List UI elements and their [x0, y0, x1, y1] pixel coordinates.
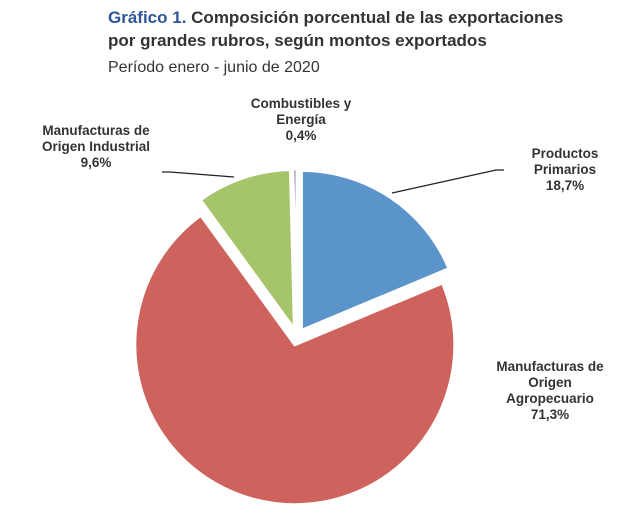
- pie-slice-manufacturas-de-origen-industrial: [198, 167, 296, 331]
- slice-name-label: Agropecuario: [506, 391, 594, 406]
- slice-name-label: Primarios: [534, 162, 596, 177]
- leader-line-productos-primarios: [391, 169, 504, 194]
- slice-value-label: 71,3%: [531, 407, 569, 422]
- chart-subtitle: Período enero - junio de 2020: [108, 59, 320, 76]
- slice-name-label: Combustibles y: [251, 96, 352, 111]
- chart-title-line-1: Composición porcentual de las exportacio…: [191, 8, 564, 27]
- pie-slice-productos-primarios: [299, 168, 451, 332]
- slice-value-label: 18,7%: [546, 178, 584, 193]
- slice-name-label: Manufacturas de: [42, 123, 150, 138]
- slice-name-label: Manufacturas de: [496, 359, 604, 374]
- chart-title: Gráfico 1. Composición porcentual de las…: [108, 6, 628, 29]
- leader-line-manufacturas-de-origen-industrial: [162, 171, 235, 178]
- pie-slice-combustibles-y-energia: [291, 167, 299, 331]
- slice-name-label: Productos: [532, 146, 599, 161]
- slice-name-label: Origen Industrial: [42, 139, 150, 154]
- chart-header: Gráfico 1. Composición porcentual de las…: [108, 6, 628, 78]
- chart-title-line-2: por grandes rubros, según montos exporta…: [108, 31, 487, 50]
- slice-name-label: Origen: [528, 375, 572, 390]
- leader-lines: [162, 169, 504, 194]
- pie-slice-manufacturas-de-origen-agropecuario: [133, 213, 457, 507]
- chart-title-prefix: Gráfico 1.: [108, 8, 187, 27]
- slice-name-label: Energía: [276, 112, 326, 127]
- slice-value-label: 0,4%: [286, 128, 317, 143]
- pie-slices: [133, 167, 457, 507]
- slice-value-label: 9,6%: [81, 155, 112, 170]
